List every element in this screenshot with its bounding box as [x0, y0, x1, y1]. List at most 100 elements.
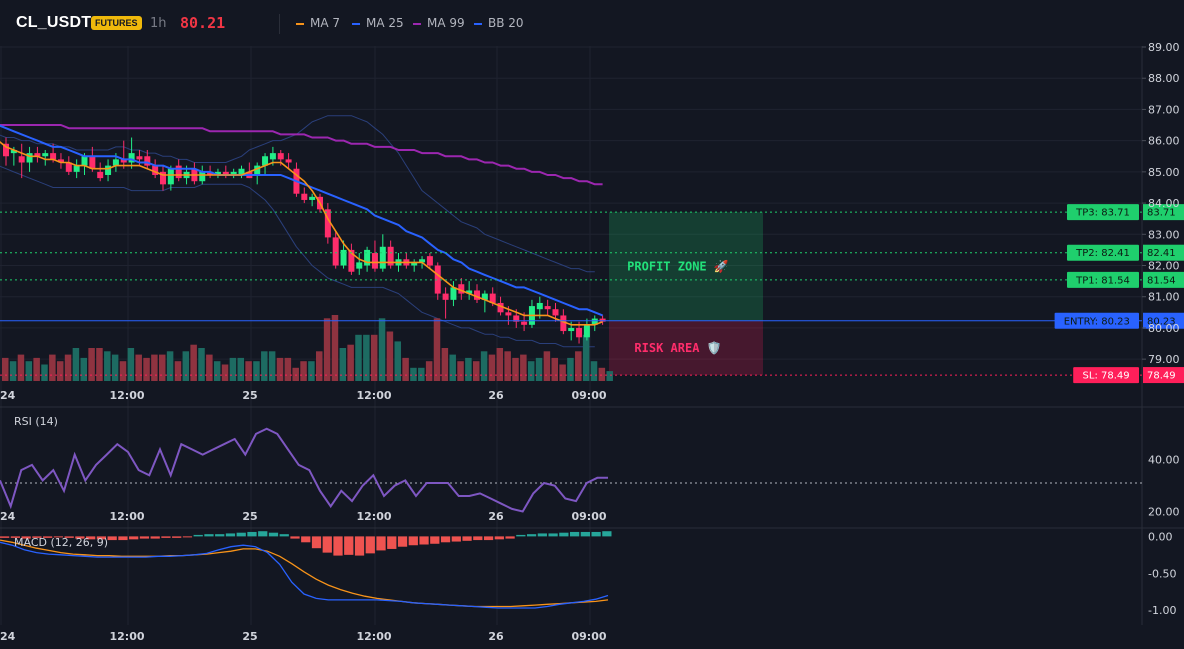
volume-bar — [323, 318, 331, 381]
candle-body — [199, 171, 206, 182]
macd-histogram-bar — [236, 532, 246, 537]
candle-body — [89, 156, 96, 169]
macd-histogram-bar — [365, 536, 375, 554]
price-axis[interactable]: 89.00 88.00 87.00 86.00 85.00 84.00 83.00 82.00… — [1142, 41, 1180, 366]
legend-ma99[interactable]: MA 99 — [413, 16, 465, 30]
volume-bar — [598, 367, 606, 381]
volume-bar — [559, 364, 566, 381]
legend-ma25[interactable]: MA 25 — [352, 16, 404, 30]
volume-bar — [449, 354, 456, 381]
candle-body — [544, 306, 551, 310]
macd-histogram-bar — [32, 536, 42, 538]
ma25-swatch-icon — [352, 22, 360, 25]
time-axis-label: 25 — [242, 630, 257, 643]
volume-bar — [284, 357, 292, 381]
legend-ma99-label: MA 99 — [427, 16, 465, 30]
macd-histogram-bar — [494, 536, 504, 540]
macd-histogram-bar — [344, 536, 354, 555]
volume-bar — [9, 361, 17, 381]
candle-body — [3, 143, 9, 157]
macd-histogram-bar — [451, 536, 461, 542]
macd-histogram-bar — [376, 536, 386, 551]
candle-body — [301, 193, 308, 200]
time-axis-label: 12:00 — [109, 389, 144, 402]
time-axis-label: 25 — [242, 389, 257, 402]
macd-histogram-bar — [440, 536, 451, 543]
volume-bar — [457, 361, 464, 381]
macd-histogram-bar — [268, 532, 279, 537]
volume-bar — [261, 351, 268, 381]
axis-tick-label: 82.00 — [1148, 260, 1180, 273]
volume-bar — [425, 361, 433, 381]
macd-histogram-bar — [473, 536, 483, 541]
rsi-panel: RSI (14) 40.00 20.00 — [0, 415, 1180, 518]
volume-bar — [441, 348, 449, 381]
candle-body — [262, 156, 269, 166]
macd-axis-label: 0.00 — [1148, 530, 1173, 543]
level-tag-label: TP1: 81.54 — [1075, 275, 1130, 286]
axis-price-tag — [1143, 367, 1184, 384]
risk-zone-area — [609, 320, 763, 376]
ma7-swatch-icon — [296, 22, 304, 25]
volume-bar — [80, 357, 87, 381]
candle-body — [450, 287, 457, 300]
legend-ma7[interactable]: MA 7 — [296, 16, 340, 30]
time-axis-label: 24 — [0, 510, 16, 523]
time-axis-label: 09:00 — [571, 510, 606, 523]
time-axis[interactable]: 24 12:00 25 12:00 26 09:00 24 12:00 25 12:00 26 09:… — [0, 389, 607, 643]
macd-histogram-bar — [96, 536, 107, 540]
volume-bar — [543, 351, 551, 381]
axis-price-tag — [1143, 204, 1184, 221]
macd-title: MACD (12, 26, 9) — [14, 536, 108, 549]
candle-body — [50, 153, 57, 160]
volume-bar — [606, 371, 613, 381]
candle-body — [285, 159, 292, 163]
candle-body — [230, 171, 237, 175]
candle-body — [364, 249, 371, 266]
candle-body — [497, 302, 504, 313]
trade-zones: PROFIT ZONE 🚀 RISK AREA 🛡️ — [609, 212, 763, 376]
macd-histogram-bar — [204, 534, 214, 537]
volume-bar — [418, 367, 425, 381]
time-axis-label: 24 — [0, 630, 16, 643]
macd-histogram-bar — [311, 536, 322, 549]
time-axis-label: 12:00 — [356, 630, 391, 643]
symbol-name[interactable]: CL_USDT — [16, 14, 92, 31]
timeframe-label[interactable]: 1h — [150, 16, 167, 31]
candle-body — [269, 153, 276, 160]
axis-tick-label: 80.00 — [1148, 322, 1180, 335]
macd-histogram-bar — [591, 531, 601, 537]
macd-histogram-bar — [43, 536, 53, 538]
volume-bar — [119, 361, 127, 381]
candle-body — [552, 309, 559, 316]
volume-bar — [582, 334, 590, 381]
candle-body — [521, 321, 528, 325]
volume-bar — [143, 357, 150, 381]
time-axis-label: 12:00 — [356, 510, 391, 523]
volume-bar — [2, 357, 9, 381]
candle-body — [356, 262, 363, 269]
candle-body — [348, 249, 355, 272]
macd-axis-label: -1.00 — [1148, 604, 1176, 617]
candle-body — [505, 312, 512, 316]
macd-axis-label: -0.50 — [1148, 567, 1176, 580]
level-tag-label: TP3: 83.71 — [1075, 208, 1130, 219]
candle-body — [442, 293, 449, 300]
candle-body — [536, 302, 543, 310]
macd-histogram-bar — [118, 536, 128, 541]
macd-histogram-bar — [0, 536, 10, 538]
candle-body — [254, 165, 261, 175]
ma25-line — [0, 124, 603, 317]
time-axis-label: 26 — [488, 510, 504, 523]
volume-bar — [575, 351, 582, 381]
legend-ma7-label: MA 7 — [310, 16, 341, 30]
candle-body — [411, 262, 418, 266]
macd-histogram-bar — [548, 533, 558, 537]
legend-bb20[interactable]: BB 20 — [474, 16, 524, 30]
candle-body — [379, 246, 386, 269]
macd-histogram-bar — [408, 536, 418, 546]
candle-body — [207, 171, 214, 175]
axis-tick-label: 83.00 — [1148, 228, 1180, 241]
volume-bar — [370, 334, 378, 381]
